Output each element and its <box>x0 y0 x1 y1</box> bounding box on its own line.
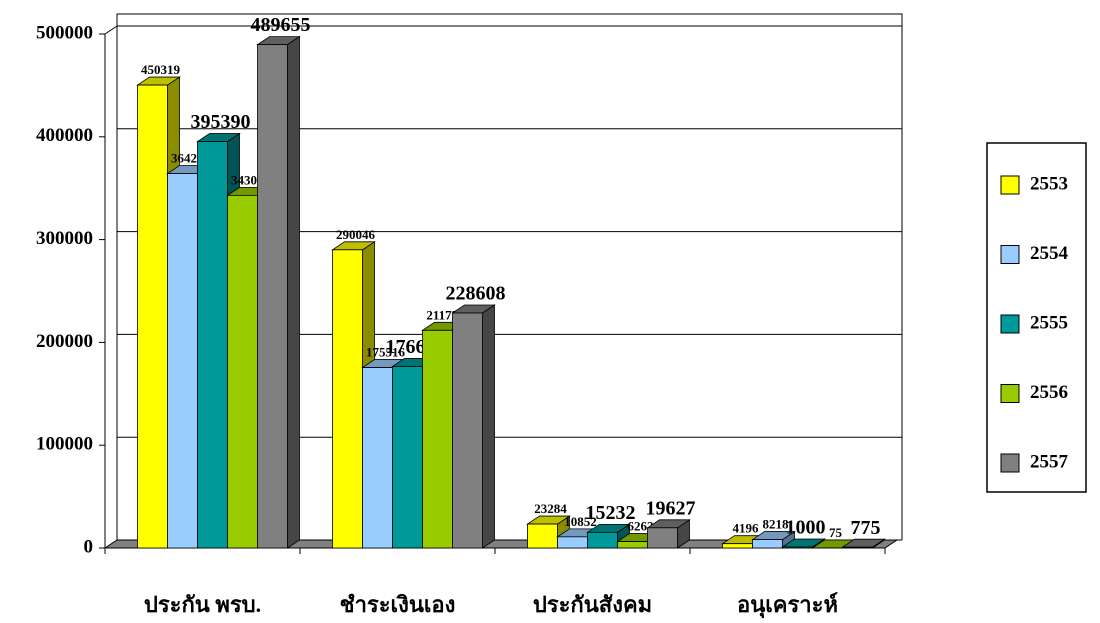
depth-line <box>104 25 118 35</box>
bar <box>587 531 618 549</box>
bar <box>257 44 288 549</box>
bar <box>392 366 423 549</box>
legend-label: 2556 <box>1030 382 1068 403</box>
legend-swatch <box>1000 453 1020 473</box>
data-label: 6262 <box>628 519 654 534</box>
bar <box>782 546 813 549</box>
legend-label: 2555 <box>1030 312 1068 333</box>
data-label: 489655 <box>251 14 311 36</box>
data-label: 75 <box>829 525 843 540</box>
data-label: 290046 <box>336 227 376 242</box>
x-tick-label: ประกันสังคม <box>533 592 652 617</box>
legend-swatch <box>1000 175 1020 195</box>
bar <box>452 312 483 549</box>
bar <box>527 523 558 549</box>
legend-label: 2557 <box>1030 451 1069 472</box>
bar <box>362 367 393 549</box>
bar <box>197 141 228 549</box>
data-label: 228608 <box>446 283 506 305</box>
x-tick-label: อนุเคราะห์ <box>737 592 838 619</box>
y-tick-label: 0 <box>84 536 94 557</box>
bar <box>422 329 453 549</box>
bar <box>647 527 678 549</box>
bar <box>137 84 168 549</box>
bar-side <box>482 304 495 549</box>
bar <box>227 194 258 549</box>
data-label: 15232 <box>586 502 636 524</box>
data-label: 450319 <box>141 62 181 77</box>
bar <box>557 536 588 549</box>
y-tick-label: 400000 <box>36 125 93 146</box>
bar <box>842 546 873 549</box>
bar <box>167 173 198 549</box>
x-tick-label: ชำระเงินเอง <box>340 592 456 617</box>
data-label: 23284 <box>534 501 567 516</box>
data-label: 19627 <box>646 497 696 519</box>
legend-label: 2554 <box>1030 243 1069 264</box>
data-label: 175516 <box>366 345 406 360</box>
bar-side <box>287 35 300 549</box>
data-label: 10852 <box>564 514 597 529</box>
legend-swatch <box>1000 384 1020 403</box>
data-label: 1000 <box>786 517 826 539</box>
legend-swatch <box>1000 245 1020 264</box>
bar <box>722 543 753 549</box>
data-label: 8218 <box>763 517 790 532</box>
data-label: 395390 <box>191 111 251 133</box>
bar <box>752 539 783 549</box>
x-tick-label: ประกัน พรบ. <box>144 592 261 617</box>
y-tick-label: 100000 <box>36 434 93 455</box>
plot-border <box>116 13 903 540</box>
legend-label: 2553 <box>1030 173 1068 194</box>
data-label: 4196 <box>733 521 760 536</box>
bar <box>332 249 363 549</box>
legend-swatch <box>1000 314 1020 334</box>
y-tick-label: 300000 <box>36 228 93 249</box>
bar <box>617 541 648 549</box>
y-tick-label: 500000 <box>36 22 93 43</box>
y-tick-label: 200000 <box>36 331 93 352</box>
data-label: 775 <box>851 517 881 539</box>
